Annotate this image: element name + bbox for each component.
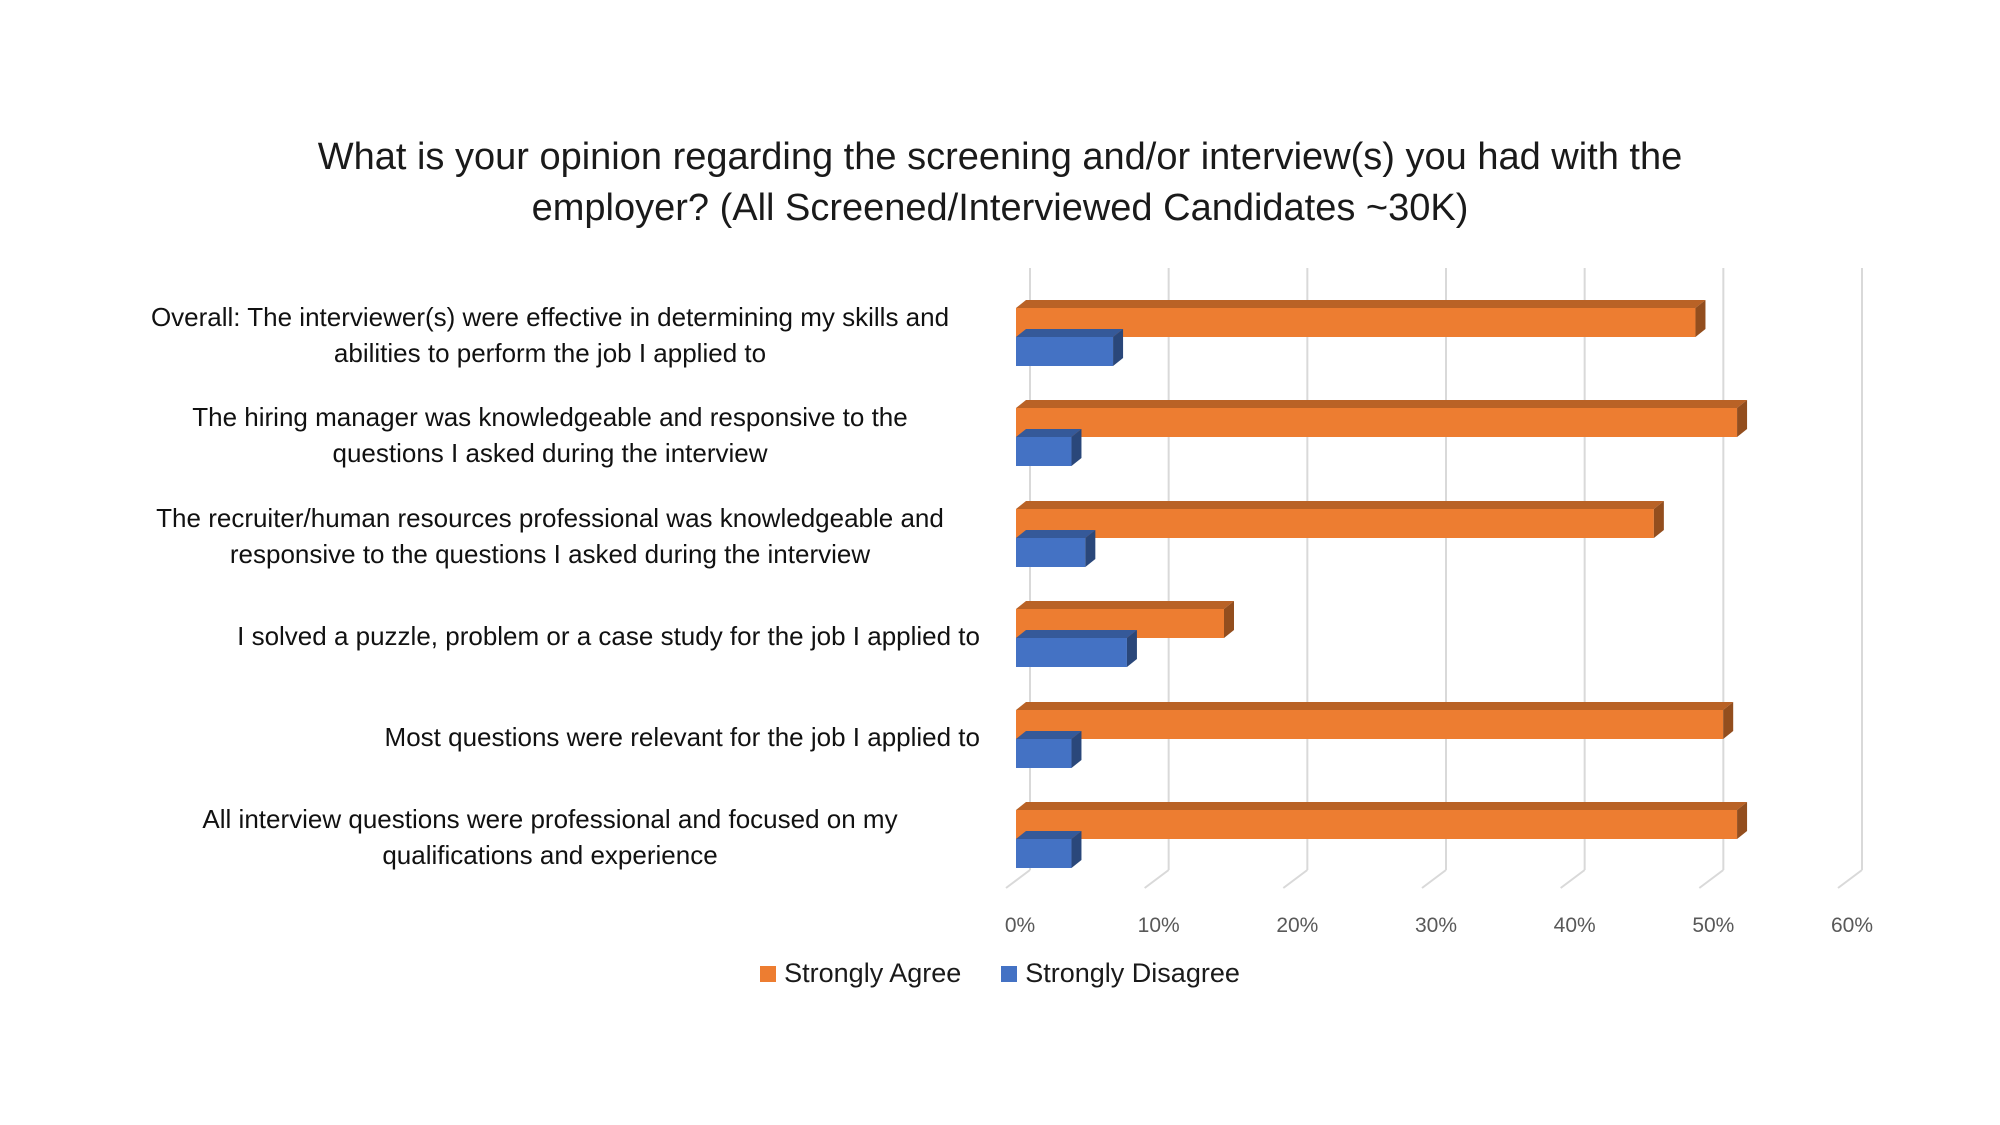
category-label-line: The recruiter/human resources profession… <box>156 503 944 533</box>
bar-top-face <box>1016 702 1734 710</box>
category-label-line: I solved a puzzle, problem or a case stu… <box>237 621 980 651</box>
gridline-floor <box>1282 869 1308 889</box>
bar-side-face <box>1071 731 1082 768</box>
category-label: I solved a puzzle, problem or a case stu… <box>100 618 1000 654</box>
gridline-floor <box>1698 869 1724 889</box>
category-label-line: responsive to the questions I asked duri… <box>229 539 871 569</box>
bar-side-face <box>1737 802 1748 839</box>
legend-label-strongly-disagree: Strongly Disagree <box>1025 958 1240 988</box>
bar-strongly-disagree <box>1016 739 1072 768</box>
bar-side-face <box>1085 530 1096 567</box>
bar-strongly-disagree <box>1016 538 1086 567</box>
category-label-line: Most questions were relevant for the job… <box>384 722 980 752</box>
bar-side-face <box>1071 831 1082 868</box>
legend-item-strongly-agree: Strongly Agree <box>760 958 961 989</box>
legend-swatch-strongly-disagree <box>1001 965 1018 982</box>
bar-side-face <box>1071 429 1082 466</box>
bar-top-face <box>1016 530 1096 538</box>
chart-title-line-1: What is your opinion regarding the scree… <box>317 136 1683 178</box>
bar-side-face <box>1723 702 1734 739</box>
bar-top-face <box>1016 601 1234 609</box>
bar-side-face <box>1653 501 1664 538</box>
bar-top-face <box>1016 630 1137 638</box>
bar-strongly-disagree <box>1016 839 1072 868</box>
legend-swatch-strongly-agree <box>760 965 777 982</box>
bar-top-face <box>1016 400 1748 408</box>
legend: Strongly Agree Strongly Disagree <box>0 958 2000 989</box>
bar-top-face <box>1016 329 1124 337</box>
category-label-line: abilities to perform the job I applied t… <box>333 338 767 368</box>
x-tick-label: 10% <box>1138 914 1180 937</box>
x-tick-label: 0% <box>1005 914 1035 937</box>
x-tick-label: 30% <box>1415 914 1457 937</box>
bar-top-face <box>1016 831 1082 839</box>
bar-strongly-agree <box>1016 509 1654 538</box>
gridline-floor <box>1421 869 1447 889</box>
bar-top-face <box>1016 802 1748 810</box>
chart-title: What is your opinion regarding the scree… <box>0 132 2000 234</box>
category-label: The hiring manager was knowledgeable and… <box>100 399 1000 471</box>
bar-side-face <box>1113 329 1124 366</box>
gridline-floor <box>1837 869 1863 889</box>
category-label: Overall: The interviewer(s) were effecti… <box>100 299 1000 371</box>
bar-top-face <box>1016 300 1706 308</box>
bar-strongly-disagree <box>1016 638 1127 667</box>
x-tick-label: 60% <box>1831 914 1873 937</box>
category-label: The recruiter/human resources profession… <box>100 500 1000 572</box>
category-label: All interview questions were professiona… <box>100 801 1000 873</box>
legend-label-strongly-agree: Strongly Agree <box>784 958 962 988</box>
bar-strongly-disagree <box>1016 437 1072 466</box>
x-tick-label: 20% <box>1276 914 1318 937</box>
bar-strongly-agree <box>1016 308 1696 337</box>
bar-top-face <box>1016 501 1664 509</box>
bar-strongly-agree <box>1016 408 1738 437</box>
x-tick-label: 40% <box>1554 914 1596 937</box>
bar-side-face <box>1126 630 1137 667</box>
bar-strongly-agree <box>1016 710 1724 739</box>
x-tick-label: 50% <box>1692 914 1734 937</box>
category-label-line: Overall: The interviewer(s) were effecti… <box>150 302 950 332</box>
bar-strongly-disagree <box>1016 337 1114 366</box>
gridline-floor <box>1144 869 1170 889</box>
category-label-line: The hiring manager was knowledgeable and… <box>192 402 908 432</box>
category-label-line: questions I asked during the interview <box>332 438 768 468</box>
bar-side-face <box>1224 601 1234 638</box>
gridline-floor <box>1560 869 1586 889</box>
bar-strongly-agree <box>1016 810 1738 839</box>
chart-title-line-2: employer? (All Screened/Interviewed Cand… <box>531 187 1469 229</box>
gridline-floor <box>1005 869 1031 889</box>
bar-side-face <box>1695 300 1706 337</box>
bar-side-face <box>1737 400 1748 437</box>
category-label-line: All interview questions were professiona… <box>202 804 898 834</box>
legend-item-strongly-disagree: Strongly Disagree <box>1001 958 1240 989</box>
bar-top-face <box>1016 429 1082 437</box>
category-label: Most questions were relevant for the job… <box>100 719 1000 755</box>
bar-top-face <box>1016 731 1082 739</box>
category-label-line: qualifications and experience <box>382 840 718 870</box>
